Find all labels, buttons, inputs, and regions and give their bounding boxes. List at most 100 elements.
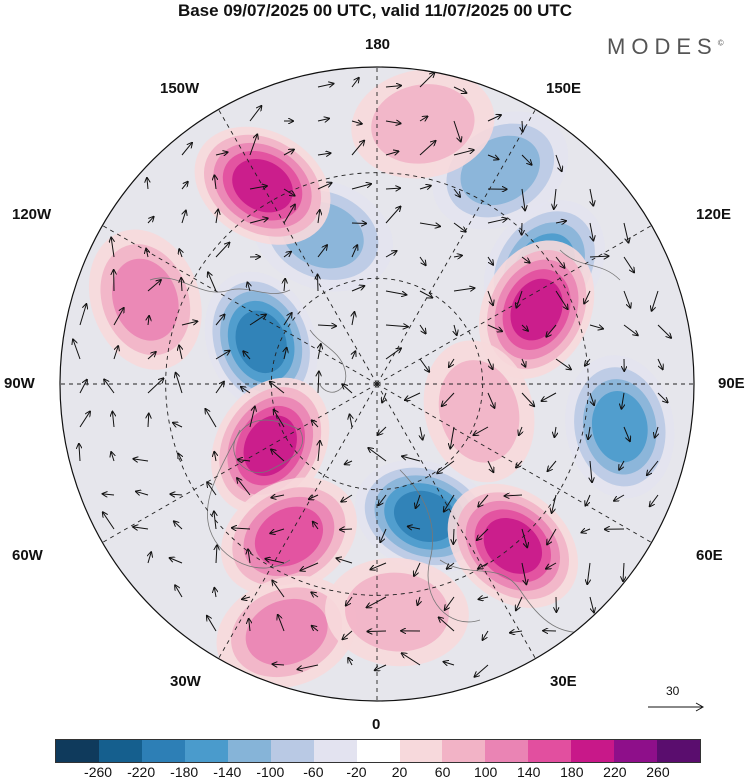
- colorbar-segment: [313, 740, 357, 762]
- wind-vector: [623, 562, 624, 581]
- wind-vector: [453, 255, 462, 257]
- wind-vector: [385, 207, 400, 224]
- wind-vector: [588, 426, 590, 439]
- wind-vector: [542, 392, 557, 401]
- wind-vector: [270, 528, 285, 533]
- wind-vector: [657, 324, 671, 338]
- wind-vector: [274, 410, 285, 428]
- wind-vector: [104, 379, 115, 394]
- reference-vector-arrow: [648, 702, 705, 712]
- wind-vector: [247, 282, 250, 292]
- wind-vector: [113, 346, 118, 360]
- negative-anomaly: [460, 135, 541, 206]
- positive-anomaly: [371, 84, 475, 164]
- wind-vector: [283, 205, 295, 224]
- positive-anomaly: [245, 598, 328, 666]
- wind-vector: [175, 585, 183, 598]
- lon-label-60w: 60W: [12, 547, 43, 564]
- wind-vector: [111, 452, 114, 462]
- wind-vector: [450, 426, 455, 448]
- wind-vector: [271, 495, 285, 498]
- wind-vector: [552, 494, 557, 513]
- lon-label-30w: 30W: [170, 673, 201, 690]
- positive-anomaly: [510, 278, 563, 341]
- wind-vector: [351, 184, 371, 190]
- wind-vector: [548, 460, 557, 471]
- colorbar-tick-label: 140: [517, 764, 541, 780]
- wind-vector: [621, 392, 624, 409]
- wind-vector: [181, 278, 182, 292]
- colorbar-tick-label: -100: [256, 764, 285, 780]
- wind-vector: [505, 495, 523, 496]
- wind-vector: [487, 219, 507, 224]
- wind-vector: [522, 358, 525, 367]
- meridian-line: [376, 383, 652, 543]
- wind-vector: [317, 153, 330, 155]
- wind-vector: [657, 392, 668, 402]
- wind-vector: [79, 412, 90, 428]
- wind-vector: [589, 596, 594, 612]
- wind-vector: [351, 245, 357, 258]
- wind-vector: [342, 384, 353, 394]
- wind-vector: [249, 407, 255, 428]
- wind-vector: [453, 288, 474, 291]
- wind-vector: [584, 290, 591, 304]
- meridian-line: [102, 383, 378, 543]
- wind-vector: [589, 325, 603, 329]
- colorbar-tick-label: 100: [473, 764, 498, 780]
- wind-vector: [278, 615, 285, 632]
- colorbar-segment: [56, 740, 99, 762]
- wind-vector: [249, 186, 267, 189]
- wind-vector: [385, 188, 400, 189]
- wind-vector: [449, 358, 455, 367]
- wind-vector: [136, 491, 149, 495]
- wind-vector: [179, 249, 182, 258]
- wind-vector: [650, 494, 659, 506]
- meridian-line: [218, 383, 378, 659]
- colorbar-tick-label: 20: [391, 764, 408, 780]
- wind-vector: [487, 154, 498, 159]
- wind-vector: [589, 392, 594, 405]
- wind-vector: [79, 304, 86, 326]
- wind-vector: [487, 460, 493, 472]
- wind-vector: [385, 151, 398, 155]
- wind-vector: [416, 494, 421, 508]
- colorbar-segment: [98, 740, 142, 762]
- wind-vector: [238, 460, 251, 461]
- wind-vector: [283, 150, 294, 156]
- wind-vector: [439, 617, 455, 632]
- wind-vector: [352, 312, 354, 326]
- wind-vector: [146, 249, 148, 258]
- wind-vector: [345, 461, 353, 464]
- wind-vector: [419, 358, 429, 372]
- wind-vector: [318, 210, 320, 224]
- wind-vector: [249, 106, 261, 122]
- wind-vector: [474, 426, 489, 435]
- meridian-line: [376, 383, 536, 659]
- wind-vector: [241, 387, 251, 394]
- colorbar-tick-label: -60: [303, 764, 324, 780]
- wind-vector: [283, 313, 292, 326]
- wind-vector: [522, 120, 523, 132]
- wind-vector: [283, 188, 295, 196]
- wind-vector: [181, 321, 197, 326]
- wind-vector: [318, 441, 320, 462]
- wind-vector: [382, 392, 386, 402]
- wind-vector: [270, 382, 285, 394]
- wind-vector: [73, 340, 81, 360]
- wind-vector: [182, 211, 186, 224]
- lon-label-90w: 90W: [4, 375, 35, 392]
- wind-vector: [555, 290, 568, 309]
- meridian-line: [376, 225, 652, 385]
- wind-vector: [248, 549, 250, 564]
- wind-vector: [340, 529, 353, 530]
- wind-vector: [178, 454, 182, 462]
- wind-vector: [181, 143, 192, 156]
- wind-vectors: [73, 73, 671, 677]
- wind-vector: [655, 426, 658, 438]
- wind-vector: [351, 141, 364, 156]
- wind-vector: [453, 188, 460, 197]
- wind-vector: [111, 238, 114, 258]
- wind-vector: [370, 562, 387, 569]
- wind-vector: [555, 358, 571, 369]
